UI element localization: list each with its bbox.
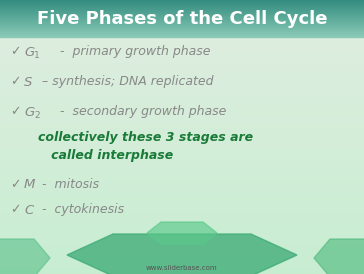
Text: -  mitosis: - mitosis — [38, 178, 99, 192]
Text: ✓: ✓ — [10, 178, 20, 192]
Text: G: G — [24, 105, 34, 118]
Text: 2: 2 — [34, 112, 40, 121]
Text: -  secondary growth phase: - secondary growth phase — [56, 105, 226, 118]
Polygon shape — [67, 234, 297, 274]
Text: www.sliderbase.com: www.sliderbase.com — [146, 265, 218, 271]
Text: -  primary growth phase: - primary growth phase — [56, 45, 210, 59]
Text: called interphase: called interphase — [38, 149, 173, 161]
Text: S: S — [24, 76, 32, 89]
Text: collectively these 3 stages are: collectively these 3 stages are — [38, 132, 253, 144]
Text: ✓: ✓ — [10, 105, 20, 118]
Polygon shape — [147, 222, 217, 244]
Text: M: M — [24, 178, 35, 192]
Text: ✓: ✓ — [10, 45, 20, 59]
Text: – synthesis; DNA replicated: – synthesis; DNA replicated — [38, 76, 214, 89]
Text: Five Phases of the Cell Cycle: Five Phases of the Cell Cycle — [37, 10, 327, 28]
Text: 1: 1 — [34, 52, 40, 61]
Polygon shape — [314, 239, 364, 274]
Polygon shape — [0, 239, 50, 274]
Text: ✓: ✓ — [10, 204, 20, 216]
Text: G: G — [24, 45, 34, 59]
Text: C: C — [24, 204, 33, 216]
Text: -  cytokinesis: - cytokinesis — [38, 204, 124, 216]
Text: ✓: ✓ — [10, 76, 20, 89]
